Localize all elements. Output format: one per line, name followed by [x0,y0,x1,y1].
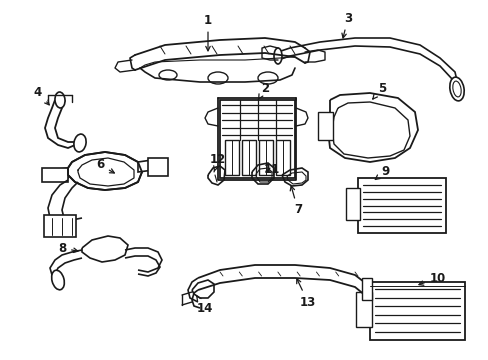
Text: 7: 7 [290,186,302,216]
Bar [44,215,76,237]
Ellipse shape [207,72,227,84]
Text: 3: 3 [341,12,351,38]
Bar [242,140,256,175]
Text: 8: 8 [58,242,78,255]
Text: 4: 4 [34,85,49,105]
Ellipse shape [52,270,64,290]
Text: 1: 1 [203,13,212,51]
Bar [224,140,239,175]
Polygon shape [138,160,154,172]
Text: 6: 6 [96,158,114,173]
Ellipse shape [258,72,278,84]
Polygon shape [220,100,294,178]
Bar [361,278,371,300]
Ellipse shape [159,70,177,80]
Bar [369,282,464,340]
Text: 5: 5 [372,81,386,99]
Text: 10: 10 [418,271,445,285]
Bar [357,178,445,233]
Text: 14: 14 [196,296,213,315]
Bar [42,168,68,182]
Text: 11: 11 [264,163,280,176]
Ellipse shape [74,134,86,152]
Polygon shape [68,152,142,190]
Text: 2: 2 [258,81,268,100]
Ellipse shape [273,48,282,64]
Ellipse shape [452,81,460,97]
Text: 12: 12 [209,153,225,172]
Ellipse shape [449,77,463,101]
Text: 13: 13 [296,279,315,309]
Bar [355,292,371,327]
Bar [317,112,332,140]
Polygon shape [52,168,68,180]
Bar [148,158,168,176]
Bar [259,140,272,175]
Ellipse shape [55,92,65,108]
Bar [275,140,289,175]
Text: 9: 9 [374,166,388,180]
Bar [346,188,359,220]
